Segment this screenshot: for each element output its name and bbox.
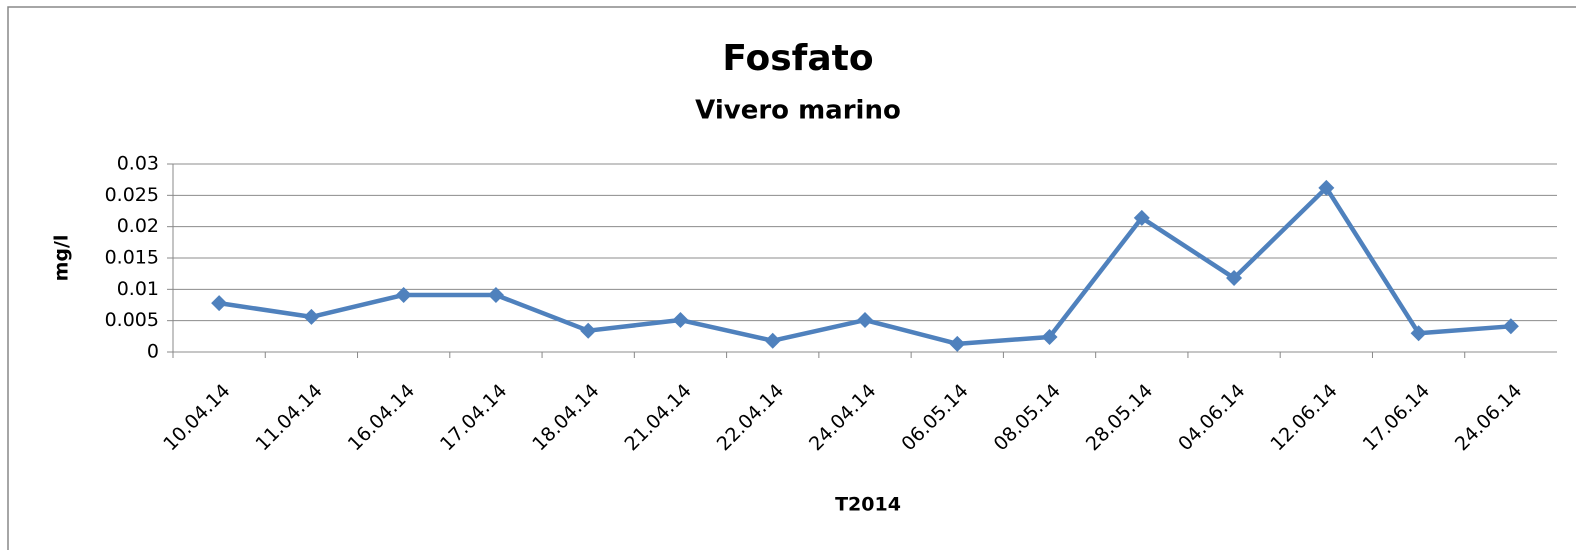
data-point: [1410, 325, 1427, 342]
data-point: [764, 332, 781, 349]
data-point: [857, 312, 873, 329]
data-point: [1318, 179, 1335, 196]
chart-subtitle: Vivero marino: [695, 96, 901, 126]
chart-frame: [7, 6, 1576, 550]
chart-title: Fosfato: [722, 38, 873, 79]
y-tick-label: 0.005: [105, 309, 159, 331]
y-tick-label: 0: [147, 341, 159, 363]
data-point: [395, 286, 412, 303]
data-point: [1133, 209, 1150, 226]
data-point: [303, 308, 320, 325]
y-tick-label: 0.01: [117, 278, 159, 300]
data-point: [949, 335, 966, 352]
y-tick-label: 0.015: [105, 247, 159, 269]
y-tick-label: 0.025: [105, 184, 159, 206]
y-tick-label: 0.02: [117, 215, 159, 237]
data-point: [580, 322, 597, 339]
data-point: [1502, 318, 1519, 335]
data-point: [1041, 328, 1058, 345]
data-point: [487, 286, 504, 303]
x-axis-label: T2014: [835, 494, 901, 516]
data-point: [1226, 270, 1243, 287]
data-point: [672, 312, 689, 329]
y-axis-label: mg/l: [51, 235, 73, 282]
y-tick-label: 0.03: [117, 153, 159, 175]
data-point: [211, 295, 228, 312]
